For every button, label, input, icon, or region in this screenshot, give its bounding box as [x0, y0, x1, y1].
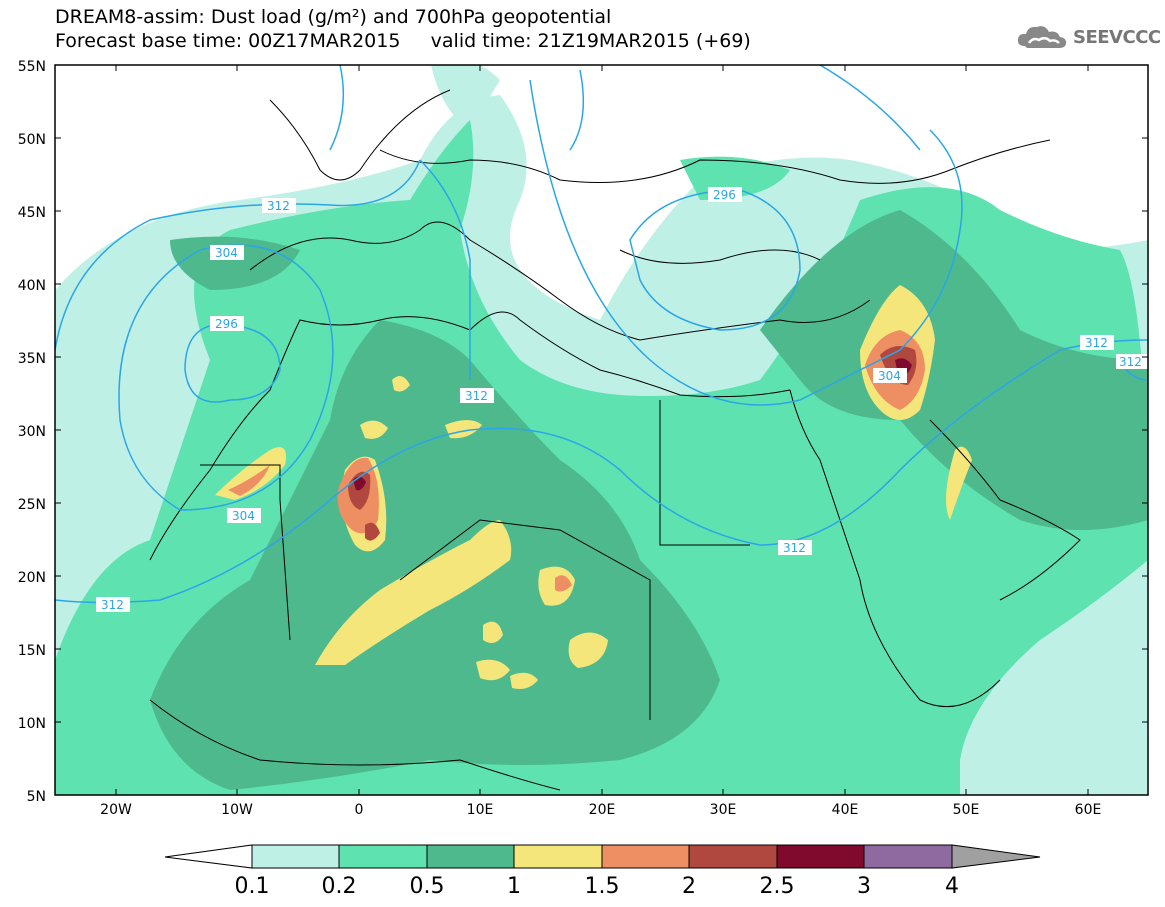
contour-labels: 312 304 296 312 304 312 312 312 304 312 … [96, 187, 1148, 612]
lon-label: 10W [221, 802, 253, 818]
colorbar-label: 2.5 [760, 874, 795, 899]
lat-label: 15N [18, 643, 46, 659]
colorbar-label: 1 [507, 874, 521, 899]
colorbar-swatch [338, 844, 428, 869]
contour-label-bg [1080, 335, 1114, 350]
contour-label-bg [96, 597, 130, 612]
colorbar-swatch [426, 844, 515, 869]
contour-label-bg [708, 187, 742, 202]
contour-label: 312 [465, 389, 488, 403]
lat-label: 5N [27, 789, 46, 805]
lat-label: 40N [18, 278, 46, 294]
contour-label: 312 [1119, 355, 1142, 369]
lat-label: 25N [18, 497, 46, 513]
colorbar-swatch [601, 844, 690, 869]
colorbar-swatch [513, 844, 603, 869]
lon-label: 10E [467, 802, 494, 818]
lon-label: 30E [710, 802, 737, 818]
contour-label-bg [262, 198, 296, 213]
contour-label: 296 [713, 188, 736, 202]
colorbar-label: 0.2 [322, 874, 357, 899]
longitude-axis: 20W 10W 0 10E 20E 30E 40E 50E 60E [100, 802, 1101, 818]
lat-label: 30N [18, 424, 46, 440]
contour-label-bg [873, 368, 907, 383]
lon-label: 0 [355, 802, 364, 818]
latitude-axis: 55N 50N 45N 40N 35N 30N 25N 20N 15N 10N … [18, 59, 46, 805]
contour-label: 312 [101, 598, 124, 612]
contour-label: 296 [215, 317, 238, 331]
lat-label: 45N [18, 205, 46, 221]
map-area: 312 304 296 312 304 312 312 312 304 312 … [55, 65, 1148, 795]
lat-label: 10N [18, 716, 46, 732]
map-title: DREAM8-assim: Dust load (g/m²) and 700hP… [55, 6, 612, 28]
map-subtitle: Forecast base time: 00Z17MAR2015 valid t… [55, 30, 751, 52]
longitude-ticks [115, 65, 1089, 795]
lat-label: 35N [18, 351, 46, 367]
colorbar-label: 1.5 [585, 874, 620, 899]
latitude-ticks [55, 137, 1148, 723]
seevccc-logo: SEEVCCC [1015, 22, 1161, 52]
contour-label-bg [227, 508, 261, 523]
contour-label-bg [460, 388, 494, 403]
colorbar-label: 0.5 [410, 874, 445, 899]
contour-label-bg [210, 316, 244, 331]
contour-label: 304 [215, 246, 238, 260]
lon-label: 20E [589, 802, 616, 818]
colorbar-swatch [776, 844, 865, 869]
colorbar-label: 2 [682, 874, 696, 899]
lat-label: 55N [18, 59, 46, 75]
colorbar-arrow-right [951, 844, 1041, 869]
lat-label: 20N [18, 570, 46, 586]
colorbar-swatch [863, 844, 953, 869]
lon-label: 20W [100, 802, 132, 818]
colorbar-swatch [688, 844, 778, 869]
contour-label-bg [778, 540, 812, 555]
contour-label-bg [210, 245, 244, 260]
colorbar-arrow-left [164, 844, 253, 869]
cloud-icon [1017, 26, 1067, 48]
lon-label: 40E [832, 802, 859, 818]
colorbar-label: 3 [857, 874, 871, 899]
lon-label: 60E [1075, 802, 1102, 818]
logo-text: SEEVCCC [1073, 26, 1161, 48]
colorbar-label: 4 [945, 874, 959, 899]
geopotential-contours [55, 65, 1148, 604]
lon-label: 50E [953, 802, 980, 818]
colorbar-labels: 0.1 0.2 0.5 1 1.5 2 2.5 3 4 [235, 874, 960, 899]
colorbar-label: 0.1 [235, 874, 270, 899]
lat-label: 50N [18, 132, 46, 148]
contour-label: 312 [783, 541, 806, 555]
contour-label: 312 [267, 199, 290, 213]
contour-label: 304 [878, 369, 901, 383]
contour-label: 304 [232, 509, 255, 523]
contour-label-bg [1116, 354, 1148, 369]
colorbar-swatch [251, 844, 340, 869]
contour-label: 312 [1085, 336, 1108, 350]
colorbar: 0.1 0.2 0.5 1 1.5 2 2.5 3 4 [164, 844, 1041, 899]
